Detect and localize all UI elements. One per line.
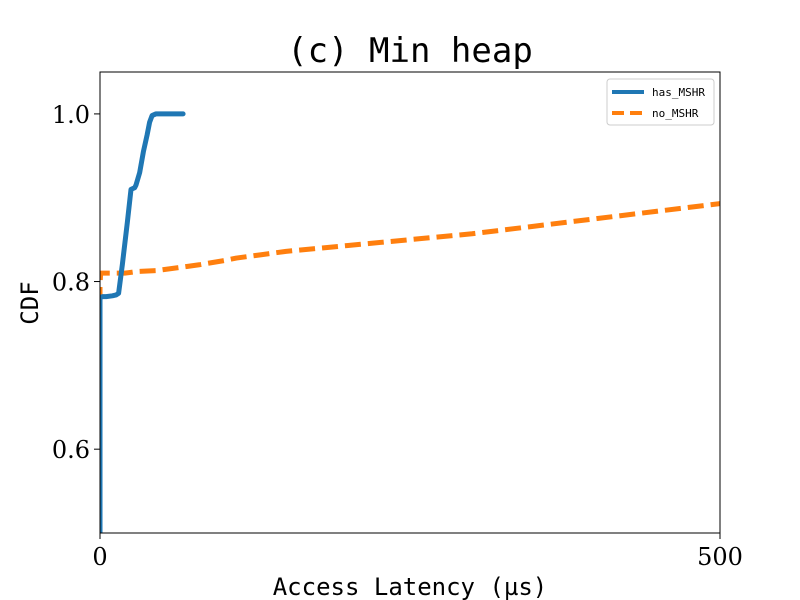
legend-label-no-mshr: no_MSHR xyxy=(652,107,699,120)
y-axis-label: CDF xyxy=(16,281,44,324)
x-axis-label: Access Latency (µs) xyxy=(273,573,548,600)
series-layer xyxy=(100,111,720,533)
chart-title: (c) Min heap xyxy=(287,31,533,71)
y-tick-label: 1.0 xyxy=(52,101,90,129)
x-tick-label: 500 xyxy=(697,543,743,571)
plot-frame xyxy=(99,71,721,534)
y-tick-label: 0.6 xyxy=(52,436,90,464)
plot-area xyxy=(100,72,720,533)
y-tick-label: 0.8 xyxy=(52,269,90,297)
x-tick-label: 0 xyxy=(92,543,107,571)
axes-layer: 0.6 0.8 1.0 0 500 xyxy=(52,71,743,571)
plot-background xyxy=(100,72,720,533)
series-line-no-mshr xyxy=(100,201,720,533)
legend-label-has-mshr: has_MSHR xyxy=(652,86,705,99)
legend: has_MSHR no_MSHR xyxy=(606,78,715,126)
series-line-has-mshr xyxy=(100,111,186,533)
